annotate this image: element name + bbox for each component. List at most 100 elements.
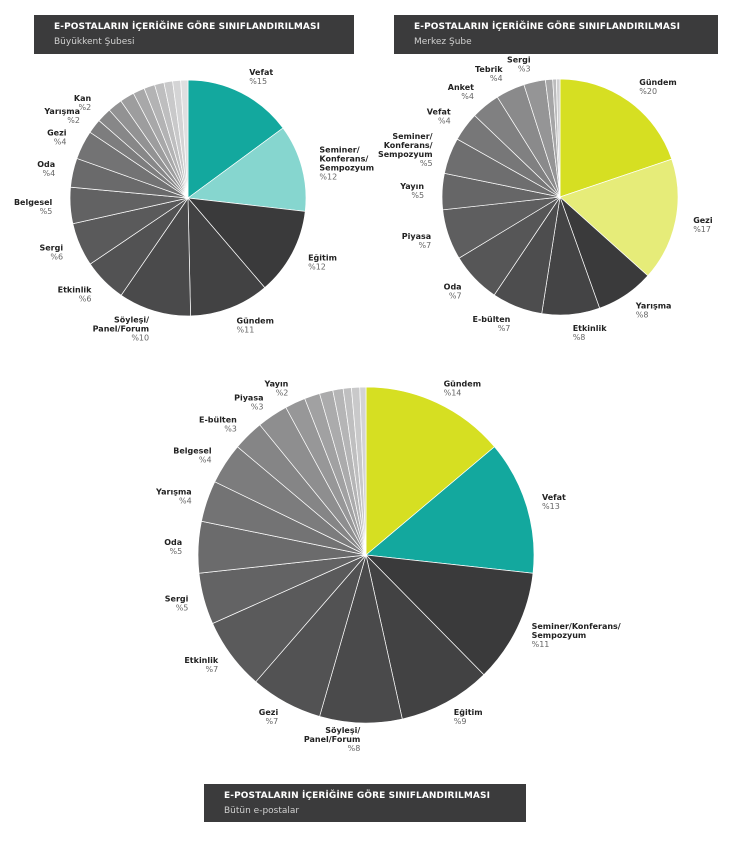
slice-value-label: %12 (319, 173, 337, 182)
slice-label: Söyleşi/ (325, 726, 360, 735)
slice-label: Sergi (39, 243, 63, 252)
slice-label: E-bülten (472, 315, 510, 324)
slice-value-label: %9 (454, 717, 467, 726)
slice-value-label: %4 (461, 92, 474, 101)
slice-label: Belgesel (14, 198, 53, 207)
slice-label: Sempozyum (378, 150, 433, 159)
slice-value-label: %17 (693, 225, 711, 234)
slice-label: Sergi (165, 595, 189, 604)
pie-slice (359, 386, 367, 556)
slice-label: Sempozyum (532, 631, 587, 640)
chart-header-title: E-POSTALARIN İÇERİĞİNE GÖRE SINIFLANDIRI… (224, 791, 491, 801)
chart-header-all: E-POSTALARIN İÇERİĞİNE GÖRE SINIFLANDIRI… (204, 784, 526, 822)
slice-label: Gündem (639, 78, 676, 87)
slice-label: Yarışma (155, 488, 192, 497)
slice-label: Gezi (47, 128, 67, 137)
slice-label: Yarışma (43, 107, 80, 116)
slice-label: Sempozyum (319, 164, 374, 173)
slice-value-label: %4 (42, 169, 55, 178)
slice-label: Gezi (693, 216, 713, 225)
slice-label: Konferans/ (319, 155, 368, 164)
slice-value-label: %15 (249, 77, 267, 86)
slice-value-label: %4 (54, 137, 67, 146)
slice-value-label: %3 (251, 403, 264, 412)
slice-value-label: %8 (636, 310, 649, 319)
chart-header-subtitle: Büyükkent Şubesi (54, 37, 135, 47)
chart-header-subtitle: Bütün e-postalar (224, 806, 300, 816)
pie-slice (365, 386, 496, 556)
slice-value-label: %7 (449, 291, 462, 300)
slice-label: Etkinlik (184, 656, 219, 665)
chart-header-title: E-POSTALARIN İÇERİĞİNE GÖRE SINIFLANDIRI… (414, 22, 681, 32)
slice-label: Belgesel (173, 446, 212, 455)
pie-slice (559, 158, 679, 277)
slice-label: Gündem (237, 317, 274, 326)
chart-header-buyukkent: E-POSTALARIN İÇERİĞİNE GÖRE SINIFLANDIRI… (34, 15, 354, 54)
pie-chart-merkez: Gündem%20Gezi%17Yarışma%8Etkinlik%8E-bül… (378, 56, 713, 342)
slice-value-label: %14 (444, 389, 462, 398)
slice-label: Vefat (542, 493, 566, 502)
slice-value-label: %4 (199, 455, 212, 464)
slice-value-label: %2 (78, 103, 91, 112)
slice-value-label: %2 (67, 116, 80, 125)
chart-header-subtitle: Merkez Şube (414, 37, 472, 47)
slice-label: Sergi (507, 56, 531, 65)
slice-label: E-bülten (199, 415, 237, 424)
pie-slice (365, 553, 485, 720)
slice-label: Gezi (259, 708, 279, 717)
slice-label: Oda (444, 282, 462, 291)
pie-slice (365, 554, 534, 676)
slice-value-label: %8 (348, 744, 361, 753)
pie-slice (365, 446, 535, 574)
slice-value-label: %4 (438, 117, 451, 126)
slice-value-label: %7 (205, 665, 218, 674)
slice-label: Piyasa (234, 394, 263, 403)
slice-value-label: %6 (79, 294, 92, 303)
slice-value-label: %7 (265, 717, 278, 726)
slice-value-label: %5 (420, 159, 433, 168)
pie-slice (180, 79, 189, 199)
slice-value-label: %6 (50, 252, 63, 261)
slice-label: Oda (37, 160, 55, 169)
slice-label: Konferans/ (384, 141, 433, 150)
slice-label: Anket (448, 83, 474, 92)
slice-label: Eğitim (308, 253, 337, 262)
chart-header-title: E-POSTALARIN İÇERİĞİNE GÖRE SINIFLANDIRI… (54, 22, 321, 32)
slice-label: Oda (164, 538, 182, 547)
slice-value-label: %11 (532, 640, 550, 649)
slice-value-label: %2 (276, 389, 289, 398)
slice-label: Piyasa (402, 232, 431, 241)
slice-label: Vefat (427, 108, 451, 117)
slice-label: Panel/Forum (304, 735, 360, 744)
slice-value-label: %11 (237, 326, 255, 335)
slice-value-label: %8 (573, 333, 586, 342)
slice-label: Etkinlik (58, 285, 93, 294)
pie-slice (187, 197, 306, 289)
slice-label: Kan (74, 94, 92, 103)
slice-label: Söyleşi/ (114, 315, 149, 324)
slice-value-label: %7 (418, 241, 431, 250)
slice-label: Seminer/Konferans/ (532, 622, 621, 631)
slice-label: Yayın (264, 380, 289, 389)
slice-value-label: %13 (542, 502, 560, 511)
slice-value-label: %7 (498, 324, 511, 333)
pie-chart-buyukkent: Vefat%15Seminer/Konferans/Sempozyum%12Eğ… (14, 68, 374, 342)
slice-value-label: %4 (179, 497, 192, 506)
pie-slice (120, 196, 191, 317)
slice-label: Seminer/ (392, 132, 432, 141)
slice-value-label: %5 (176, 604, 189, 613)
slice-label: Yarışma (635, 301, 672, 310)
slice-value-label: %3 (224, 424, 237, 433)
pie-slice (187, 79, 284, 199)
pie-slice (559, 78, 673, 198)
slice-label: Eğitim (454, 708, 483, 717)
slice-value-label: %4 (490, 74, 503, 83)
slice-value-label: %3 (518, 65, 531, 74)
chart-header-merkez: E-POSTALARIN İÇERİĞİNE GÖRE SINIFLANDIRI… (394, 15, 718, 54)
slice-value-label: %20 (639, 87, 657, 96)
slice-value-label: %10 (131, 333, 149, 342)
slice-label: Panel/Forum (93, 324, 149, 333)
slice-value-label: %5 (411, 191, 424, 200)
pie-slice (187, 127, 307, 212)
